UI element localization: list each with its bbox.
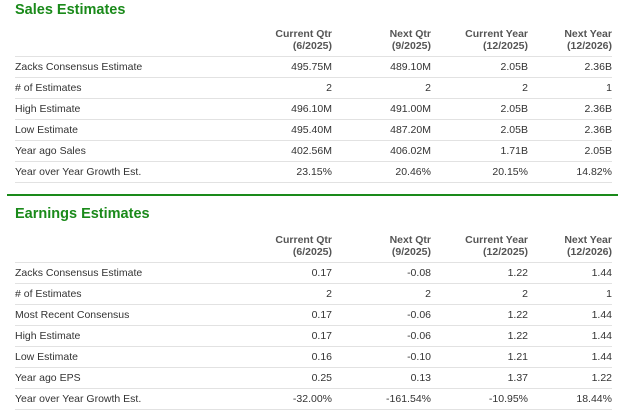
header-next-qtr: Next Qtr (9/2025)	[332, 28, 431, 57]
cell-value: 2.36B	[528, 98, 612, 120]
cell-value: 0.25	[190, 367, 332, 389]
table-row: # of Estimates 2 2 2 1	[15, 283, 612, 305]
table-row: # of Estimates 2 2 2 1	[15, 77, 612, 99]
header-current-year: Current Year (12/2025)	[431, 28, 528, 57]
cell-value: -0.06	[332, 304, 431, 326]
table-header-row: Current Qtr (6/2025) Next Qtr (9/2025) Cur…	[15, 234, 612, 263]
table-row: Year over Year Growth Est. 23.15% 20.46%…	[15, 161, 612, 183]
cell-value: -0.06	[332, 325, 431, 347]
cell-value: 2.36B	[528, 119, 612, 141]
cell-value: 2.05B	[431, 119, 528, 141]
header-next-year: Next Year (12/2026)	[528, 234, 612, 263]
table-row: Low Estimate 495.40M 487.20M 2.05B 2.36B	[15, 119, 612, 141]
cell-value: 2	[332, 77, 431, 99]
cell-value: 1.22	[528, 367, 612, 389]
cell-value: 1.37	[431, 367, 528, 389]
table-row: Most Recent Consensus 0.17 -0.06 1.22 1.…	[15, 304, 612, 326]
header-current-qtr: Current Qtr (6/2025)	[190, 28, 332, 57]
cell-value: -10.95%	[431, 388, 528, 410]
cell-value: -32.00%	[190, 388, 332, 410]
cell-value: 496.10M	[190, 98, 332, 120]
cell-value: 402.56M	[190, 140, 332, 162]
row-label: Year ago Sales	[15, 140, 190, 162]
cell-value: 406.02M	[332, 140, 431, 162]
row-label: Year over Year Growth Est.	[15, 161, 190, 183]
header-label-col	[15, 234, 190, 263]
table-row: Year over Year Growth Est. -32.00% -161.…	[15, 388, 612, 410]
row-label: Zacks Consensus Estimate	[15, 56, 190, 78]
cell-value: 20.15%	[431, 161, 528, 183]
cell-value: 23.15%	[190, 161, 332, 183]
table-row: High Estimate 496.10M 491.00M 2.05B 2.36…	[15, 98, 612, 120]
cell-value: 2.05B	[431, 98, 528, 120]
cell-value: 14.82%	[528, 161, 612, 183]
table-row: Zacks Consensus Estimate 0.17 -0.08 1.22…	[15, 262, 612, 284]
table-header-row: Current Qtr (6/2025) Next Qtr (9/2025) Cur…	[15, 28, 612, 57]
cell-value: 2	[190, 283, 332, 305]
cell-value: 1.44	[528, 346, 612, 368]
cell-value: 0.16	[190, 346, 332, 368]
cell-value: 1	[528, 77, 612, 99]
row-label: Zacks Consensus Estimate	[15, 262, 190, 284]
row-label: Year over Year Growth Est.	[15, 388, 190, 410]
earnings-estimates-table: Current Qtr (6/2025) Next Qtr (9/2025) Cur…	[15, 234, 612, 410]
cell-value: 1.44	[528, 304, 612, 326]
cell-value: 1.22	[431, 304, 528, 326]
cell-value: 1.44	[528, 262, 612, 284]
cell-value: 18.44%	[528, 388, 612, 410]
row-label: # of Estimates	[15, 77, 190, 99]
cell-value: 491.00M	[332, 98, 431, 120]
row-label: Year ago EPS	[15, 367, 190, 389]
cell-value: 1.71B	[431, 140, 528, 162]
cell-value: -0.08	[332, 262, 431, 284]
row-label: High Estimate	[15, 325, 190, 347]
row-label: Most Recent Consensus	[15, 304, 190, 326]
cell-value: 1	[528, 283, 612, 305]
header-next-qtr: Next Qtr (9/2025)	[332, 234, 431, 263]
section-divider	[7, 194, 618, 196]
cell-value: 489.10M	[332, 56, 431, 78]
cell-value: 20.46%	[332, 161, 431, 183]
row-label: # of Estimates	[15, 283, 190, 305]
cell-value: -161.54%	[332, 388, 431, 410]
header-next-year: Next Year (12/2026)	[528, 28, 612, 57]
table-row: High Estimate 0.17 -0.06 1.22 1.44	[15, 325, 612, 347]
cell-value: -0.10	[332, 346, 431, 368]
table-row: Low Estimate 0.16 -0.10 1.21 1.44	[15, 346, 612, 368]
header-current-year: Current Year (12/2025)	[431, 234, 528, 263]
header-current-qtr: Current Qtr (6/2025)	[190, 234, 332, 263]
row-label: High Estimate	[15, 98, 190, 120]
cell-value: 2.05B	[431, 56, 528, 78]
earnings-estimates-section: Earnings Estimates Current Qtr (6/2025) N…	[15, 204, 612, 410]
cell-value: 2.36B	[528, 56, 612, 78]
row-label: Low Estimate	[15, 119, 190, 141]
cell-value: 2	[190, 77, 332, 99]
cell-value: 2.05B	[528, 140, 612, 162]
cell-value: 2	[431, 283, 528, 305]
table-row: Year ago Sales 402.56M 406.02M 1.71B 2.0…	[15, 140, 612, 162]
cell-value: 1.21	[431, 346, 528, 368]
cell-value: 1.44	[528, 325, 612, 347]
cell-value: 0.17	[190, 304, 332, 326]
sales-estimates-section: Sales Estimates Current Qtr (6/2025) Next…	[15, 0, 612, 183]
cell-value: 0.17	[190, 262, 332, 284]
sales-estimates-title: Sales Estimates	[15, 2, 126, 18]
table-row: Zacks Consensus Estimate 495.75M 489.10M…	[15, 56, 612, 78]
table-row: Year ago EPS 0.25 0.13 1.37 1.22	[15, 367, 612, 389]
earnings-estimates-title: Earnings Estimates	[15, 206, 150, 222]
cell-value: 2	[431, 77, 528, 99]
cell-value: 495.40M	[190, 119, 332, 141]
cell-value: 2	[332, 283, 431, 305]
cell-value: 0.13	[332, 367, 431, 389]
cell-value: 1.22	[431, 325, 528, 347]
cell-value: 495.75M	[190, 56, 332, 78]
cell-value: 487.20M	[332, 119, 431, 141]
cell-value: 0.17	[190, 325, 332, 347]
row-label: Low Estimate	[15, 346, 190, 368]
sales-estimates-table: Current Qtr (6/2025) Next Qtr (9/2025) Cur…	[15, 28, 612, 183]
header-label-col	[15, 28, 190, 57]
cell-value: 1.22	[431, 262, 528, 284]
